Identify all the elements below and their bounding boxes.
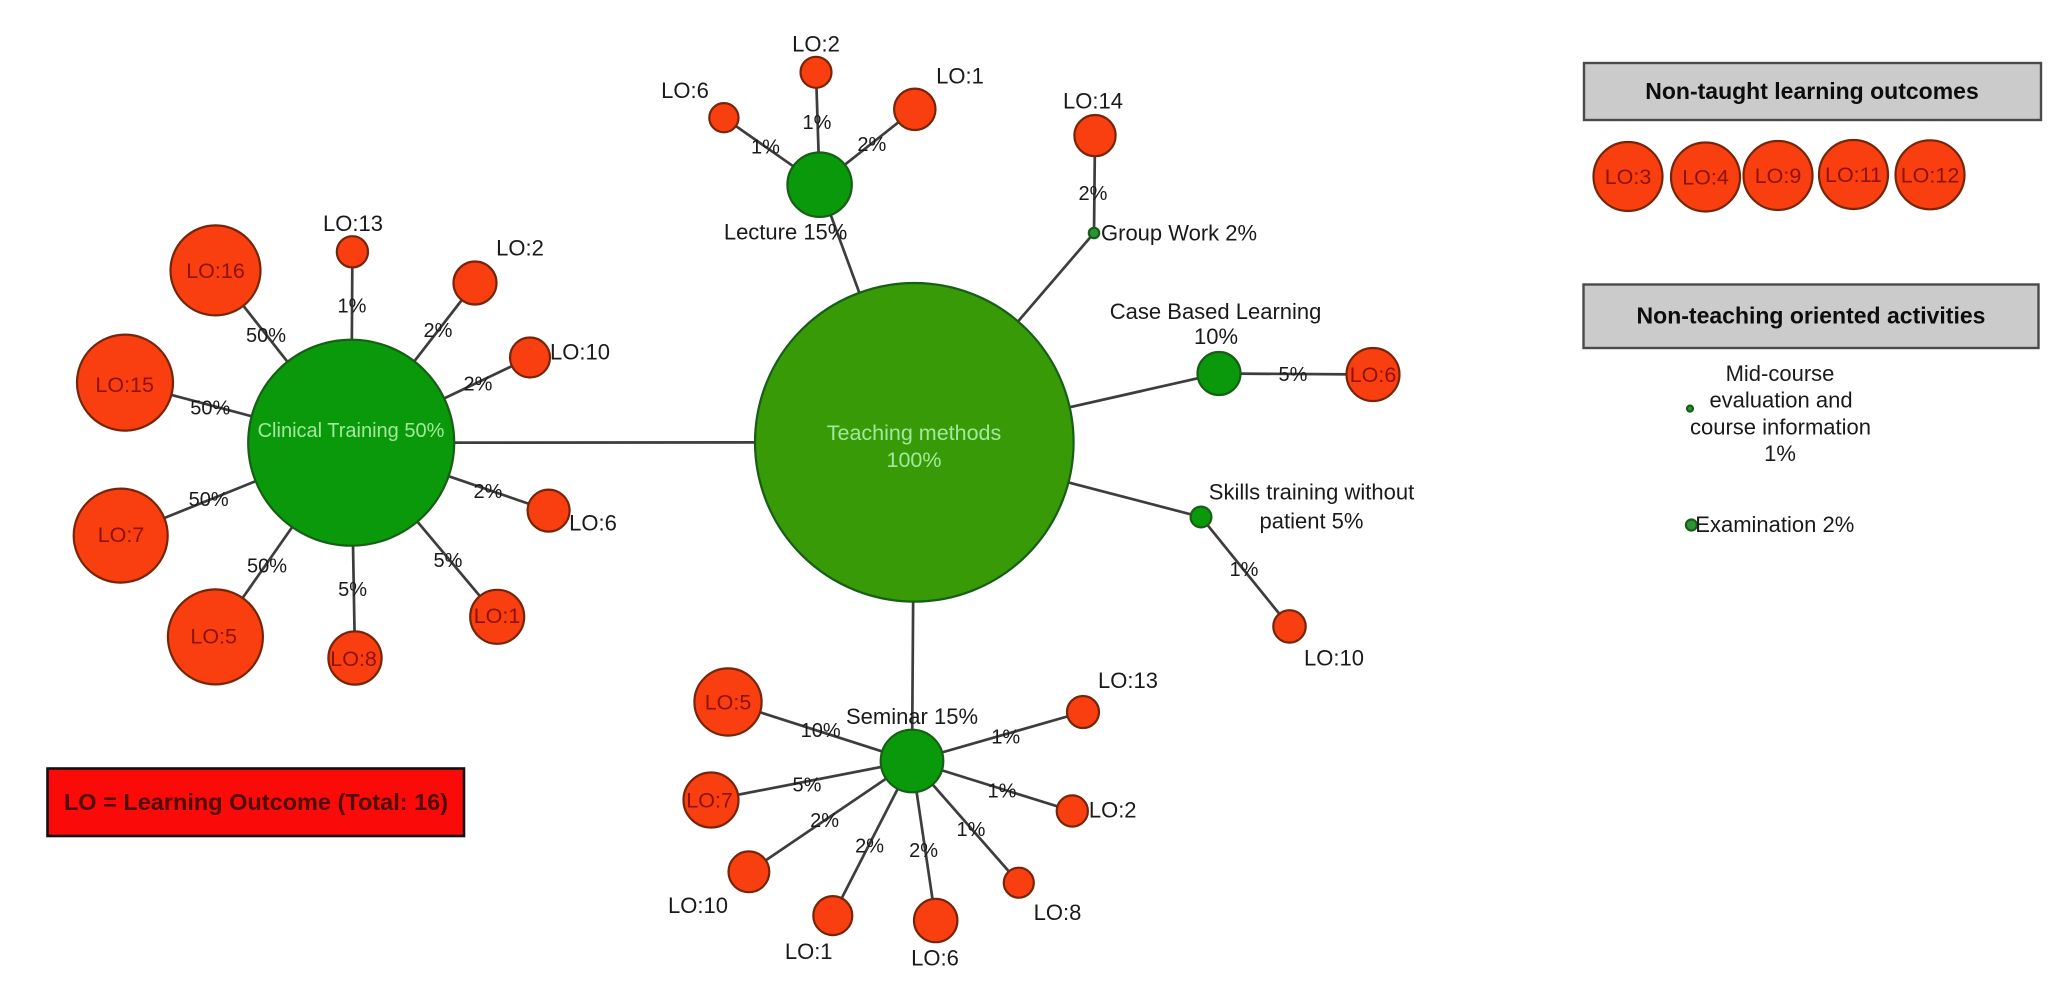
svg-text:5%: 5%	[434, 550, 463, 572]
svg-text:LO:14: LO:14	[1063, 89, 1123, 114]
svg-text:LO:9: LO:9	[1755, 164, 1802, 188]
svg-text:LO:10: LO:10	[550, 340, 610, 365]
svg-text:Lecture 15%: Lecture 15%	[724, 219, 848, 244]
svg-text:2%: 2%	[909, 840, 938, 862]
svg-text:2%: 2%	[464, 374, 493, 396]
svg-text:Skills training without: Skills training without	[1209, 480, 1414, 505]
svg-text:LO:2: LO:2	[1089, 798, 1137, 823]
svg-text:LO = Learning Outcome (Total:: LO = Learning Outcome (Total: 16)	[64, 789, 448, 815]
svg-text:10%: 10%	[801, 720, 841, 742]
svg-text:LO:13: LO:13	[1098, 668, 1158, 693]
svg-text:1%: 1%	[1764, 441, 1796, 466]
svg-text:Seminar 15%: Seminar 15%	[846, 704, 978, 729]
svg-text:5%: 5%	[793, 775, 822, 797]
svg-text:100%: 100%	[887, 448, 942, 472]
svg-text:1%: 1%	[957, 819, 986, 841]
svg-text:LO:5: LO:5	[705, 691, 752, 715]
svg-text:LO:13: LO:13	[323, 211, 383, 236]
svg-text:50%: 50%	[246, 325, 286, 347]
svg-text:LO:5: LO:5	[190, 625, 237, 649]
svg-text:LO:8: LO:8	[330, 647, 377, 671]
svg-text:5%: 5%	[1279, 364, 1308, 386]
svg-text:LO:15: LO:15	[95, 373, 154, 397]
svg-text:1%: 1%	[991, 726, 1020, 748]
svg-text:Non-taught learning outcomes: Non-taught learning outcomes	[1645, 78, 1979, 104]
svg-text:LO:16: LO:16	[186, 259, 245, 283]
svg-text:2%: 2%	[474, 481, 503, 503]
svg-text:10%: 10%	[1194, 324, 1238, 349]
svg-text:2%: 2%	[1079, 183, 1108, 205]
svg-text:Case Based Learning: Case Based Learning	[1110, 299, 1322, 324]
svg-text:Non-teaching oriented activiti: Non-teaching oriented activities	[1637, 303, 1986, 329]
svg-text:5%: 5%	[338, 579, 367, 601]
svg-text:1%: 1%	[1230, 559, 1259, 581]
svg-text:LO:6: LO:6	[661, 78, 709, 103]
svg-text:LO:2: LO:2	[792, 32, 840, 57]
svg-text:1%: 1%	[988, 781, 1017, 803]
svg-text:LO:3: LO:3	[1605, 165, 1652, 189]
svg-text:LO:2: LO:2	[496, 236, 544, 261]
svg-text:LO:10: LO:10	[1304, 646, 1364, 671]
svg-text:LO:7: LO:7	[686, 789, 733, 813]
svg-text:patient 5%: patient 5%	[1260, 509, 1364, 534]
svg-text:LO:1: LO:1	[474, 604, 521, 628]
svg-text:LO:8: LO:8	[1034, 900, 1082, 925]
svg-text:LO:6: LO:6	[569, 511, 617, 536]
svg-text:2%: 2%	[810, 810, 839, 832]
svg-text:50%: 50%	[247, 555, 287, 577]
svg-text:Examination 2%: Examination 2%	[1695, 512, 1854, 537]
svg-text:LO:11: LO:11	[1825, 163, 1882, 187]
svg-text:LO:7: LO:7	[98, 523, 145, 547]
svg-text:Teaching methods: Teaching methods	[827, 421, 1002, 445]
svg-text:LO:1: LO:1	[936, 64, 984, 89]
svg-text:Mid-course: Mid-course	[1726, 361, 1835, 386]
svg-text:LO:4: LO:4	[1682, 166, 1729, 190]
svg-text:1%: 1%	[803, 112, 832, 134]
svg-text:LO:6: LO:6	[911, 946, 959, 971]
svg-text:LO:1: LO:1	[785, 939, 833, 964]
svg-text:2%: 2%	[857, 134, 886, 156]
svg-text:LO:6: LO:6	[1350, 363, 1397, 387]
svg-text:course information: course information	[1690, 415, 1871, 440]
svg-text:2%: 2%	[424, 320, 453, 342]
svg-text:1%: 1%	[338, 295, 367, 317]
svg-text:Group Work 2%: Group Work 2%	[1101, 221, 1257, 246]
svg-text:1%: 1%	[751, 136, 780, 158]
svg-text:LO:10: LO:10	[668, 893, 728, 918]
svg-text:LO:12: LO:12	[1901, 163, 1960, 187]
svg-text:2%: 2%	[855, 835, 884, 857]
svg-text:50%: 50%	[189, 489, 229, 511]
svg-text:evaluation and: evaluation and	[1709, 388, 1852, 413]
svg-text:50%: 50%	[190, 397, 230, 419]
svg-text:Clinical Training 50%: Clinical Training 50%	[258, 420, 445, 442]
